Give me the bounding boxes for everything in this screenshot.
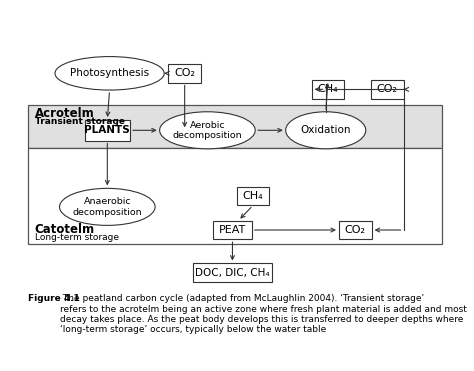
Text: Anaerobic
decomposition: Anaerobic decomposition <box>73 197 142 217</box>
Text: CO₂: CO₂ <box>174 68 195 78</box>
Text: Photosynthesis: Photosynthesis <box>70 68 149 78</box>
FancyBboxPatch shape <box>168 64 201 83</box>
Ellipse shape <box>286 112 366 149</box>
Text: CO₂: CO₂ <box>377 84 398 94</box>
Text: Figure 4.1: Figure 4.1 <box>27 294 80 303</box>
Text: Oxidation: Oxidation <box>301 125 351 135</box>
Text: CH₄: CH₄ <box>243 191 263 201</box>
FancyBboxPatch shape <box>339 221 372 239</box>
Text: Transient storage: Transient storage <box>35 117 125 126</box>
FancyBboxPatch shape <box>311 80 345 99</box>
Ellipse shape <box>55 56 164 90</box>
Text: Long-term storage: Long-term storage <box>35 233 118 242</box>
Text: Acrotelm: Acrotelm <box>35 107 94 120</box>
Ellipse shape <box>60 188 155 226</box>
Text: CH₄: CH₄ <box>318 84 338 94</box>
Text: PEAT: PEAT <box>219 225 246 235</box>
FancyBboxPatch shape <box>27 105 442 148</box>
Text: Aerobic
decomposition: Aerobic decomposition <box>173 121 242 140</box>
Text: PLANTS: PLANTS <box>84 125 130 135</box>
FancyBboxPatch shape <box>237 187 269 206</box>
FancyBboxPatch shape <box>213 221 252 239</box>
FancyBboxPatch shape <box>371 80 403 99</box>
Text: CO₂: CO₂ <box>345 225 366 235</box>
Text: DOC, DIC, CH₄: DOC, DIC, CH₄ <box>195 268 270 278</box>
Ellipse shape <box>160 112 255 149</box>
FancyBboxPatch shape <box>84 120 130 141</box>
Text: Catotelm: Catotelm <box>35 223 95 236</box>
Text: The peatland carbon cycle (adapted from McLaughlin 2004). ‘Transient storage’
re: The peatland carbon cycle (adapted from … <box>61 294 467 334</box>
FancyBboxPatch shape <box>27 148 442 244</box>
FancyBboxPatch shape <box>192 263 272 282</box>
